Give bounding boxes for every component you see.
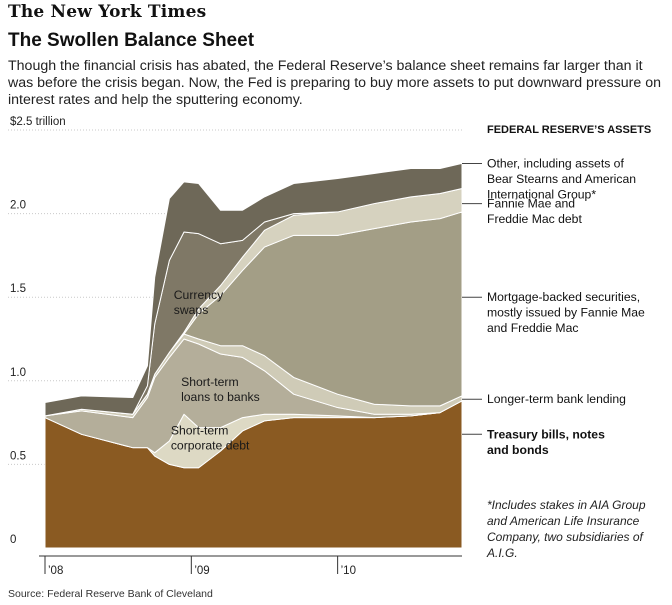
y-tick-label: 1.0: [10, 367, 26, 379]
legend-label-fannie-freddie: Freddie Mac debt: [487, 212, 582, 226]
x-tick-label: ’09: [194, 565, 209, 577]
masthead-logo: The New York Times: [8, 2, 207, 22]
legend-label-mbs: and Freddie Mac: [487, 321, 578, 335]
legend-label-fannie-freddie: Fannie Mae and: [487, 197, 575, 211]
y-tick-label: 2.0: [10, 200, 26, 212]
legend-title: FEDERAL RESERVE’S ASSETS: [487, 124, 651, 136]
chart-dek: Though the financial crisis has abated, …: [8, 58, 661, 108]
y-tick-label: 0: [10, 534, 16, 546]
y-tick-label: 0.5: [10, 450, 26, 462]
inline-label-corporate-debt: corporate debt: [171, 438, 250, 452]
y-tick-label: $2.5 trillion: [10, 116, 66, 128]
inline-label-corporate-debt: Short-term: [171, 423, 229, 437]
chart-headline: The Swollen Balance Sheet: [8, 30, 255, 51]
legend-label-mbs: Mortgage-backed securities,: [487, 290, 640, 304]
legend-label-treasury: Treasury bills, notes: [487, 427, 605, 441]
inline-label-short-term-loans: Short-term: [181, 375, 239, 389]
legend-label-other: Other, including assets of: [487, 156, 624, 170]
inline-label-currency-swaps: Currency: [174, 288, 224, 302]
legend-label-treasury: and bonds: [487, 443, 549, 457]
inline-label-short-term-loans: loans to banks: [181, 390, 260, 404]
legend-label-other: Bear Stearns and American: [487, 172, 636, 186]
x-tick-label: ’10: [341, 565, 356, 577]
y-tick-label: 1.5: [10, 283, 26, 295]
footnote: *Includes stakes in AIA Group and Americ…: [487, 498, 646, 560]
inline-label-currency-swaps: swaps: [174, 303, 209, 317]
area-other: [44, 162, 463, 417]
legend-label-other: International Group*: [487, 187, 596, 201]
source-line: Source: Federal Reserve Bank of Clevelan…: [8, 588, 213, 600]
x-tick-label: ’08: [48, 565, 63, 577]
legend-label-mbs: mostly issued by Fannie Mae: [487, 306, 645, 320]
legend-label-longer-term-lending: Longer-term bank lending: [487, 392, 626, 406]
